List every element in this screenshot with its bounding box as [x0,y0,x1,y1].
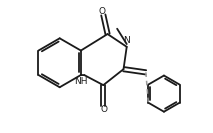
Text: O: O [101,105,108,114]
Text: N: N [123,36,130,45]
Text: NH: NH [74,77,88,86]
Text: O: O [99,7,106,16]
